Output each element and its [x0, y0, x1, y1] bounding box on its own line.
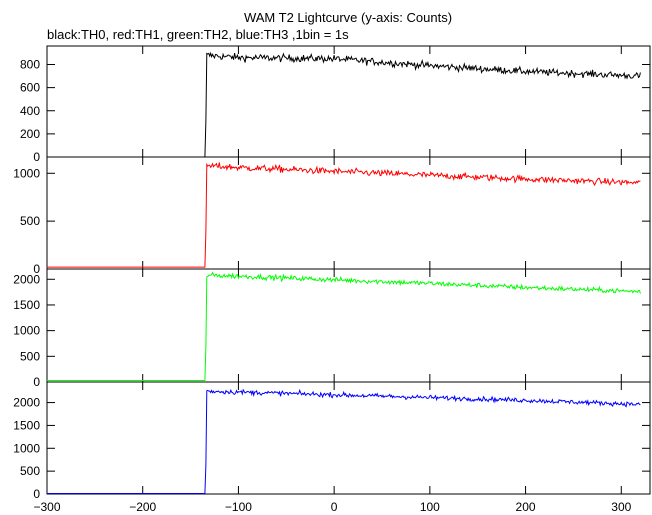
series-line-th1: [47, 162, 641, 268]
x-tick-label: 100: [420, 500, 440, 514]
panels-layer: 0200400600800050010000500100015002000050…: [13, 45, 651, 501]
y-tick-label: 2000: [13, 272, 40, 286]
y-tick-label: 2000: [13, 396, 40, 410]
chart-title: WAM T2 Lightcurve (y-axis: Counts): [244, 10, 452, 25]
series-line-th3: [47, 388, 641, 494]
panel-frame: [46, 156, 651, 270]
y-tick-label: 600: [20, 81, 40, 95]
x-tick-label: −100: [225, 500, 252, 514]
y-tick-label: 1500: [13, 418, 40, 432]
y-tick-label: 400: [20, 104, 40, 118]
y-tick-label: 0: [33, 375, 40, 389]
y-tick-label: 500: [20, 214, 40, 228]
y-tick-label: 200: [20, 127, 40, 141]
y-tick-label: 1500: [13, 298, 40, 312]
series-line-th2: [47, 271, 641, 381]
panel-th2: 0 500 1000 1500 2000: [13, 268, 651, 389]
x-tick-label: 0: [331, 500, 338, 514]
panel-frame: [46, 268, 651, 383]
y-tick-label: 500: [20, 464, 40, 478]
x-tick-label: 300: [611, 500, 631, 514]
x-axis: −300 −200 −100 0 100 200 300: [33, 500, 631, 514]
panel-frame: [46, 45, 651, 158]
y-tick-label: 1000: [13, 166, 40, 180]
y-tick-label: 1000: [13, 441, 40, 455]
panel-th1: 0 500 1000: [13, 156, 651, 276]
chart-subtitle: black:TH0, red:TH1, green:TH2, blue:TH3 …: [47, 27, 349, 42]
y-tick-label: 800: [20, 58, 40, 72]
panel-th0: 0 200 400 600 800: [20, 45, 651, 164]
x-tick-label: −300: [33, 500, 60, 514]
panel-th3: 0 500 1000 1500 2000: [13, 381, 651, 501]
y-tick-label: 0: [33, 487, 40, 501]
y-tick-label: 0: [33, 262, 40, 276]
x-tick-label: 200: [516, 500, 536, 514]
y-tick-label: 500: [20, 349, 40, 363]
y-tick-label: 0: [33, 150, 40, 164]
panel-frame: [46, 381, 651, 495]
y-tick-label: 1000: [13, 324, 40, 338]
x-tick-label: −200: [129, 500, 156, 514]
series-line-th0: [47, 51, 641, 158]
